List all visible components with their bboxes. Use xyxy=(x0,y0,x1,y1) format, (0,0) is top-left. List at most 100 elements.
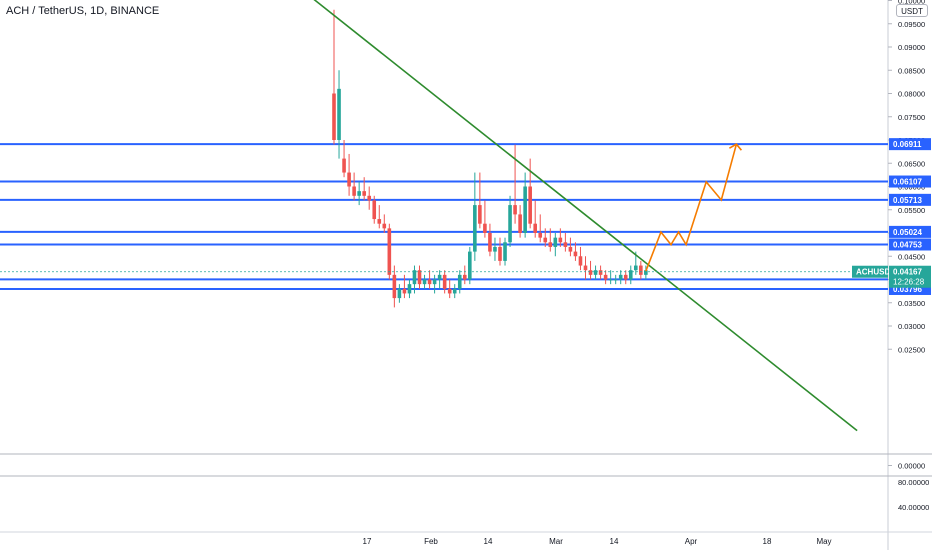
candle-body xyxy=(603,274,608,280)
candle-body xyxy=(548,242,553,247)
candle-body xyxy=(498,246,502,261)
currency-selector[interactable]: USDT xyxy=(896,4,928,17)
x-axis-ticks: 17 Feb 14 Mar 14 Apr 18 May xyxy=(363,537,832,546)
candle-body xyxy=(473,205,477,252)
level-label-bg xyxy=(889,225,931,238)
candle-body xyxy=(488,233,492,252)
x-tick-label: 14 xyxy=(484,537,493,546)
candle-body xyxy=(518,214,522,233)
projection-group xyxy=(645,143,743,272)
level-label-text: 0.06107 xyxy=(893,178,922,187)
candle-body xyxy=(468,251,472,280)
y-tick-label: 0.05500 xyxy=(898,206,925,215)
candle-body xyxy=(352,186,356,196)
last-price-bg xyxy=(889,265,931,288)
candle-body xyxy=(543,237,548,243)
candle-body xyxy=(538,233,543,238)
y-tick-label: 0.08500 xyxy=(898,66,925,75)
candle-body xyxy=(478,205,482,224)
candle-body xyxy=(457,274,462,289)
candle-body xyxy=(558,237,563,243)
y-tick-label: 0.08000 xyxy=(898,90,925,99)
candle-body xyxy=(377,219,382,224)
candle-body xyxy=(523,186,527,233)
x-tick-label: 14 xyxy=(610,537,619,546)
candle-body xyxy=(422,279,427,285)
x-tick-label: Apr xyxy=(685,537,698,546)
y-tick-label: 0.03500 xyxy=(898,299,925,308)
osc-tick-label: 80.00000 xyxy=(898,478,929,487)
last-price-text: 0.04167 xyxy=(893,268,922,277)
y-tick-label: 0.09500 xyxy=(898,20,925,29)
level-label-bg xyxy=(889,175,931,188)
candle-body xyxy=(407,284,412,294)
trendline xyxy=(313,0,858,432)
candle-body xyxy=(427,279,432,285)
candle-body xyxy=(382,223,387,229)
x-tick-label: Feb xyxy=(424,537,438,546)
candle-body xyxy=(337,88,341,140)
candle-body xyxy=(387,228,392,275)
x-tick-label: Mar xyxy=(549,537,563,546)
candle-body xyxy=(568,246,573,252)
candle-body xyxy=(533,223,537,233)
candle-body xyxy=(362,191,366,196)
candle-body xyxy=(412,270,417,285)
symbol-tag-text: ACHUSDT xyxy=(856,268,895,277)
chart-title: ACH / TetherUS, 1D, BINANCE xyxy=(6,5,160,17)
candle-body xyxy=(432,279,437,285)
candle-body xyxy=(623,274,628,280)
horizontal-levels xyxy=(0,143,888,290)
candle-body xyxy=(588,270,593,275)
y-tick-label: 0.00000 xyxy=(898,462,925,471)
candles xyxy=(332,9,648,308)
x-tick-label: May xyxy=(816,537,831,546)
candle-body xyxy=(442,274,447,289)
candle-body xyxy=(493,246,497,252)
candle-body xyxy=(593,270,598,275)
y-tick-label: 0.10000 xyxy=(898,0,925,6)
candle-body xyxy=(613,279,618,281)
candle-body xyxy=(357,191,361,196)
candle-body xyxy=(347,172,351,187)
candle-body xyxy=(573,251,578,257)
y-tick-label: 0.07500 xyxy=(898,113,925,122)
y-tick-label: 0.04500 xyxy=(898,252,925,261)
level-label-text: 0.06911 xyxy=(893,140,922,149)
candle-body xyxy=(634,265,638,271)
candle-body xyxy=(644,270,648,275)
candle-body xyxy=(372,200,377,220)
level-label-text: 0.03796 xyxy=(893,285,922,294)
symbol-tag-bg xyxy=(852,265,888,278)
projection-path xyxy=(645,143,738,272)
candle-body xyxy=(402,288,407,294)
oscillator-pane: 80.00000 40.00000 xyxy=(898,478,929,512)
candle-body xyxy=(563,242,568,247)
candle-body xyxy=(528,186,532,224)
level-label-text: 0.05024 xyxy=(893,228,922,237)
candle-body xyxy=(503,242,507,261)
level-label-text: 0.05713 xyxy=(893,196,922,205)
y-tick-label: 0.09000 xyxy=(898,43,925,52)
projection-arrowhead xyxy=(729,143,743,151)
candle-body xyxy=(578,256,583,266)
candle-body xyxy=(639,265,643,275)
candle-body xyxy=(452,288,457,294)
candle-body xyxy=(483,223,487,233)
level-label-bg xyxy=(889,193,931,206)
candle-body xyxy=(553,237,558,247)
candle-body xyxy=(397,288,402,299)
candle-body xyxy=(462,274,467,280)
candle-body xyxy=(583,265,588,271)
candle-body xyxy=(342,158,346,173)
candle-body xyxy=(618,274,623,280)
y-tick-label: 0.03000 xyxy=(898,322,925,331)
candle-body xyxy=(513,205,517,215)
y-tick-label: 0.06500 xyxy=(898,159,925,168)
candle-body xyxy=(392,274,397,299)
candle-body xyxy=(608,279,613,281)
osc-tick-label: 40.00000 xyxy=(898,503,929,512)
trendline-group xyxy=(313,0,858,432)
